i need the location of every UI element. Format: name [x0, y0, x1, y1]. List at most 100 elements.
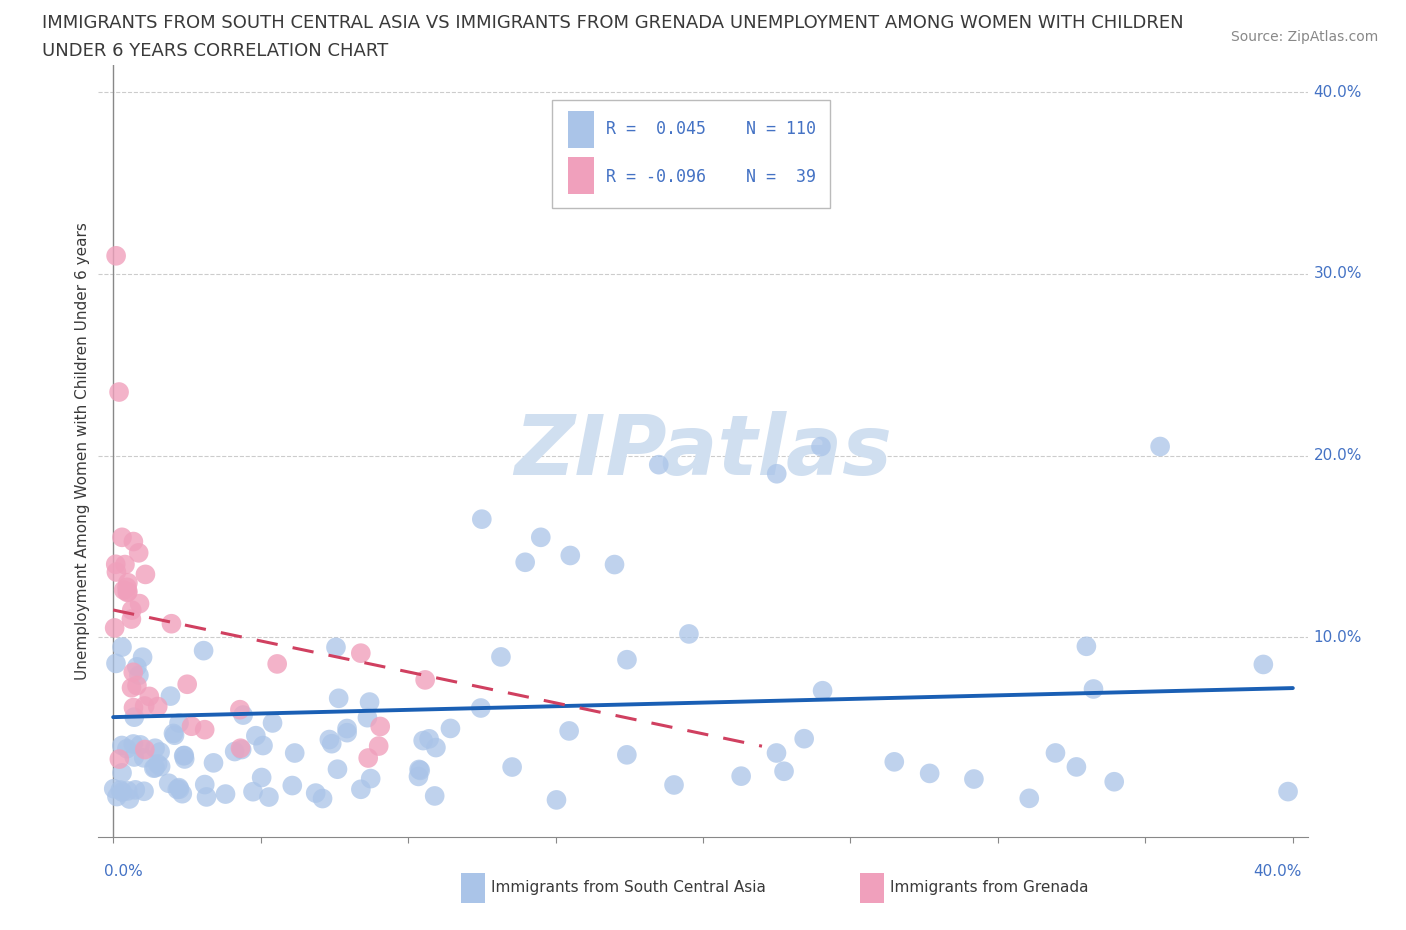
Point: [125, 678, 148, 693]
Point: [336, 725, 359, 740]
Point: [560, 548, 582, 563]
Point: [730, 769, 752, 784]
Text: ZIPatlas: ZIPatlas: [515, 410, 891, 492]
Point: [194, 723, 217, 737]
Point: [356, 711, 378, 725]
Point: [173, 749, 195, 764]
Point: [409, 763, 432, 777]
Point: [143, 760, 166, 775]
Point: [357, 751, 380, 765]
Point: [108, 385, 131, 400]
Point: [117, 783, 139, 798]
Point: [129, 737, 152, 752]
Point: [439, 721, 461, 736]
Point: [160, 617, 183, 631]
Text: Immigrants from Grenada: Immigrants from Grenada: [890, 881, 1088, 896]
Point: [515, 555, 537, 570]
Bar: [860, 873, 884, 903]
Point: [132, 751, 155, 765]
Point: [120, 612, 142, 627]
Point: [157, 776, 180, 790]
Point: [104, 656, 127, 671]
Point: [281, 778, 304, 793]
Point: [134, 567, 156, 582]
Point: [1066, 760, 1088, 775]
Point: [242, 784, 264, 799]
Point: [143, 741, 166, 756]
Point: [231, 742, 253, 757]
Bar: [461, 873, 485, 903]
Point: [1045, 746, 1067, 761]
Point: [105, 248, 128, 263]
Point: [115, 580, 138, 595]
Point: [368, 719, 391, 734]
Text: 0.0%: 0.0%: [104, 864, 143, 879]
Point: [232, 708, 254, 723]
Point: [122, 534, 145, 549]
Point: [1253, 657, 1275, 671]
Point: [773, 764, 796, 778]
Point: [122, 737, 145, 751]
Point: [918, 766, 941, 781]
Text: R =  0.045    N = 110: R = 0.045 N = 110: [606, 120, 817, 138]
Point: [662, 777, 685, 792]
Point: [359, 695, 381, 710]
Point: [229, 702, 252, 717]
Point: [1018, 790, 1040, 805]
Point: [108, 751, 131, 766]
Point: [162, 726, 184, 741]
Point: [180, 719, 202, 734]
Text: Immigrants from South Central Asia: Immigrants from South Central Asia: [492, 881, 766, 896]
Point: [134, 698, 156, 713]
Point: [214, 787, 236, 802]
Point: [367, 738, 389, 753]
Point: [138, 689, 160, 704]
Point: [793, 731, 815, 746]
Point: [1102, 775, 1125, 790]
Point: [128, 596, 150, 611]
Point: [425, 740, 447, 755]
Point: [413, 672, 436, 687]
Point: [117, 576, 139, 591]
Point: [163, 728, 186, 743]
Text: 40.0%: 40.0%: [1313, 85, 1362, 100]
Point: [112, 582, 135, 597]
Point: [224, 744, 246, 759]
Point: [360, 771, 382, 786]
Point: [408, 762, 430, 777]
Point: [111, 640, 134, 655]
Point: [149, 759, 172, 774]
Point: [149, 745, 172, 760]
Point: [325, 640, 347, 655]
Point: [125, 659, 148, 674]
Point: [142, 761, 165, 776]
Point: [114, 557, 136, 572]
Point: [117, 585, 139, 600]
Point: [883, 754, 905, 769]
Point: [172, 786, 194, 801]
Point: [122, 750, 145, 764]
Point: [167, 715, 190, 730]
Point: [118, 791, 141, 806]
Point: [146, 756, 169, 771]
Point: [616, 652, 638, 667]
Point: [195, 790, 218, 804]
Point: [250, 770, 273, 785]
Point: [173, 751, 195, 766]
Text: 30.0%: 30.0%: [1313, 267, 1362, 282]
Point: [159, 688, 181, 703]
Point: [103, 781, 125, 796]
Point: [810, 439, 832, 454]
Point: [418, 731, 440, 746]
Point: [166, 782, 188, 797]
Point: [193, 644, 215, 658]
Point: [111, 530, 134, 545]
Point: [194, 777, 217, 792]
Text: 10.0%: 10.0%: [1313, 630, 1362, 644]
Point: [245, 728, 267, 743]
Point: [169, 782, 191, 797]
Point: [122, 700, 145, 715]
Point: [530, 530, 553, 545]
Text: 20.0%: 20.0%: [1313, 448, 1362, 463]
Point: [111, 765, 134, 780]
